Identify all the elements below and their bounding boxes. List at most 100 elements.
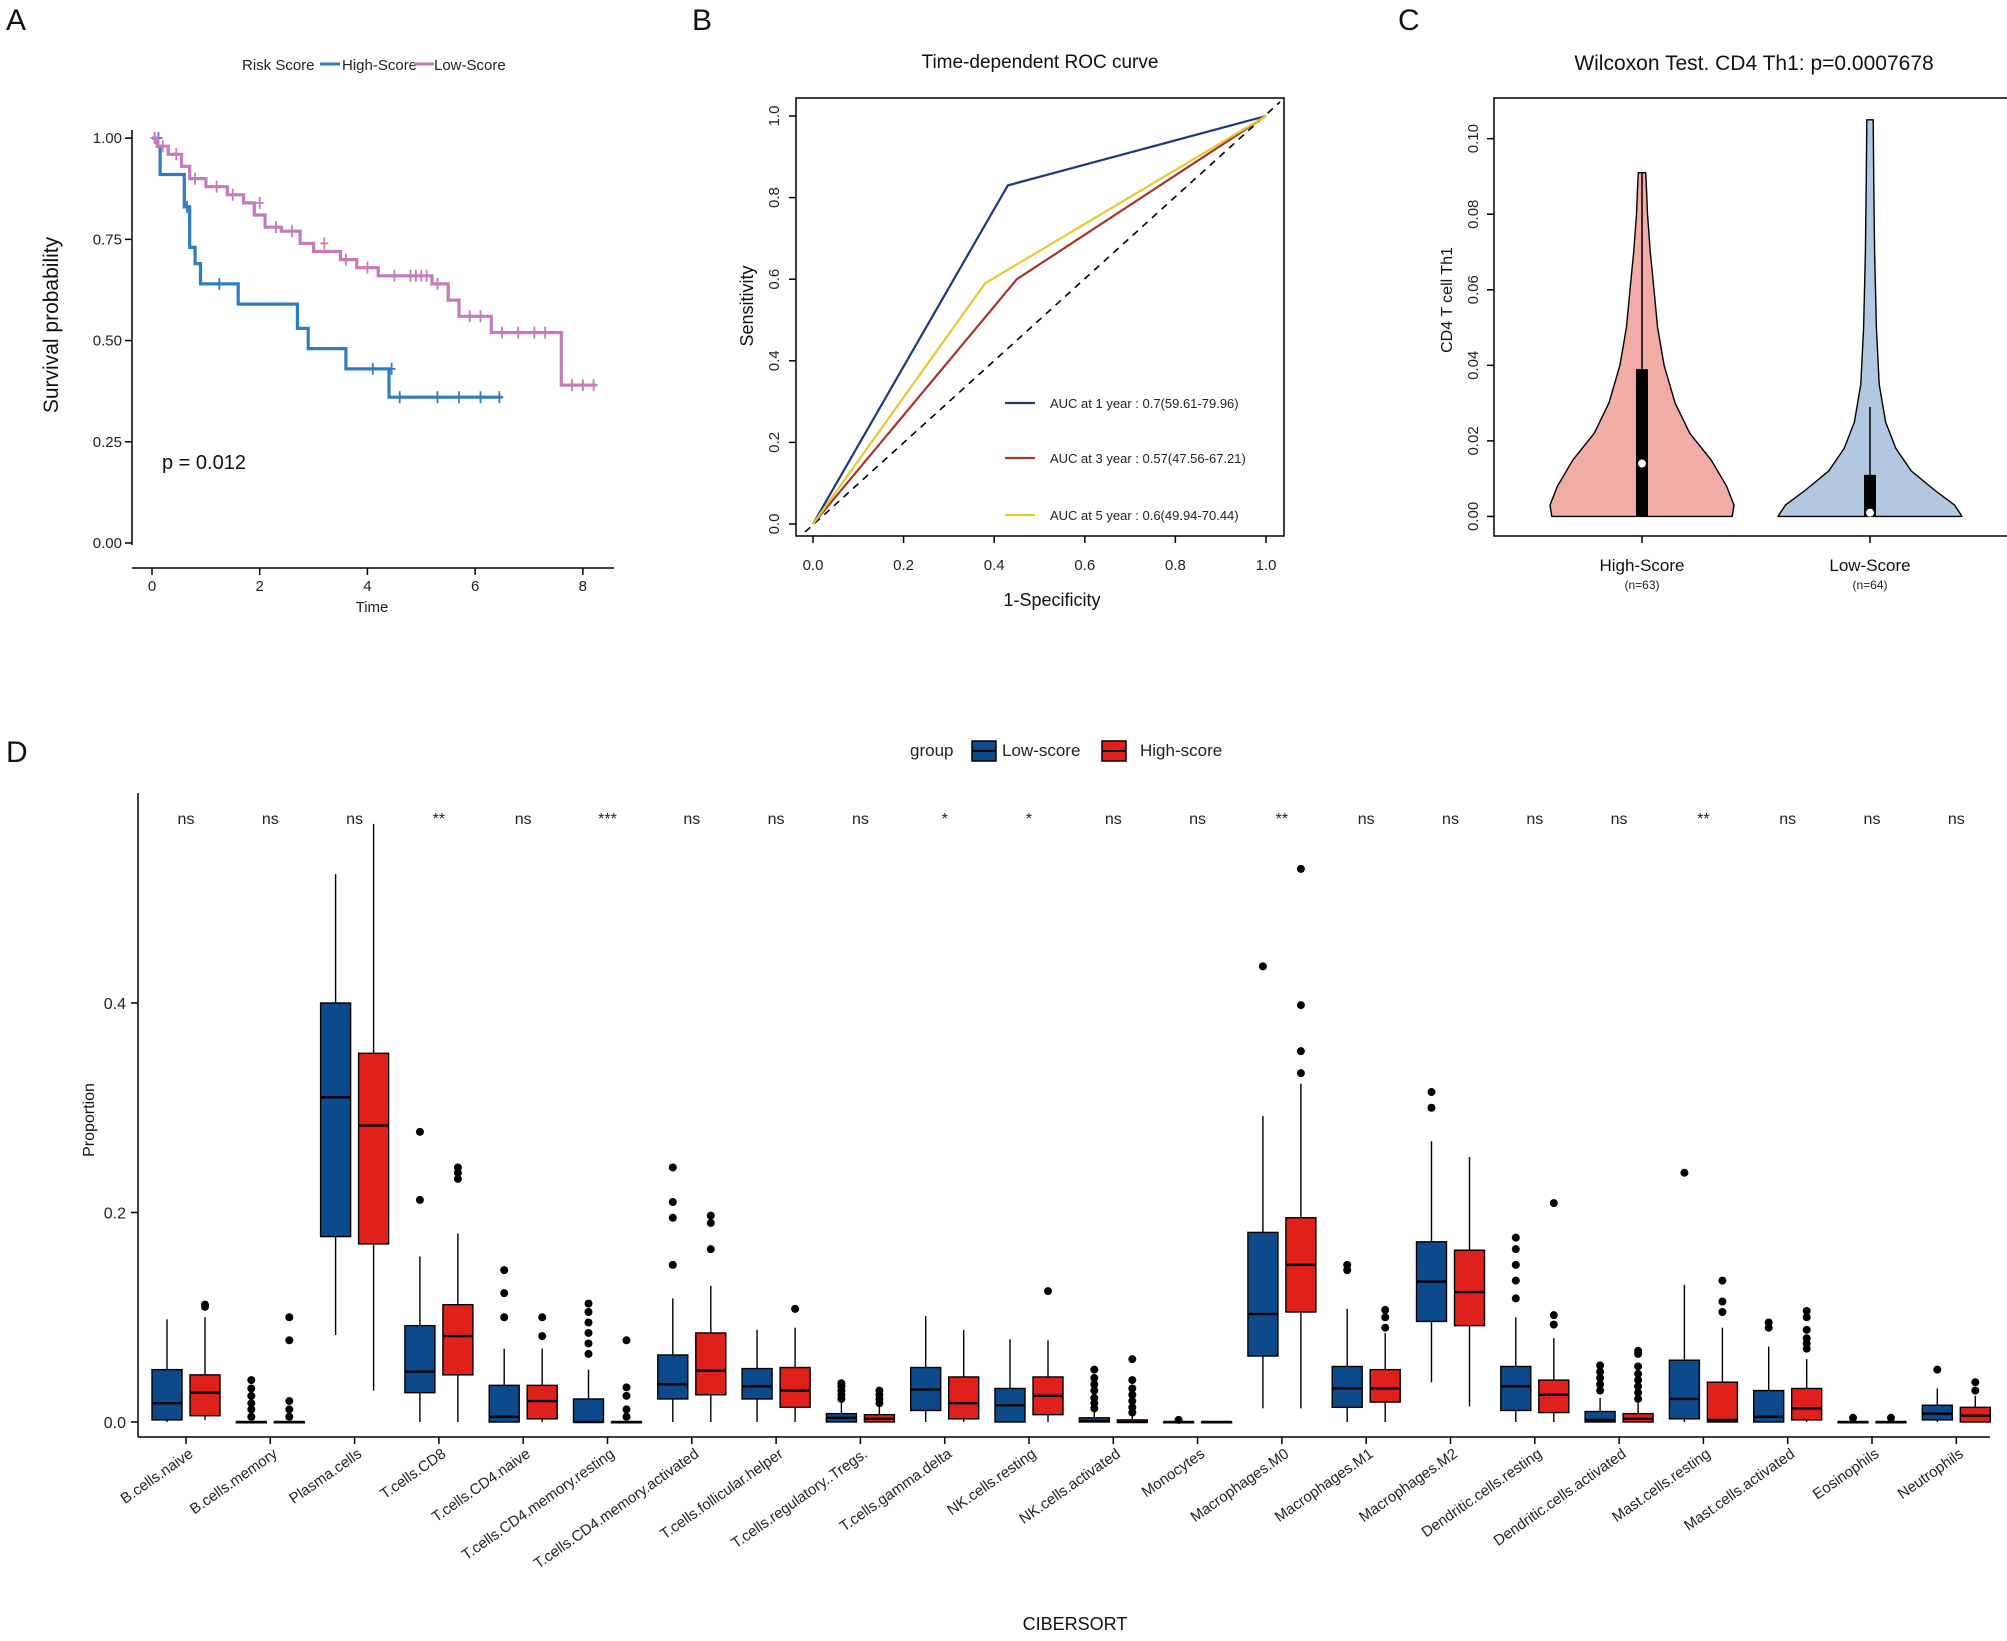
km-x-tick-label: 2 [256, 578, 264, 595]
box-y-tick-label: 0.2 [104, 1206, 126, 1223]
box-significance-label: ns [768, 811, 785, 828]
box-significance-label: ns [262, 811, 279, 828]
box-outlier [584, 1299, 593, 1308]
box-outlier [622, 1336, 631, 1345]
box-significance-label: * [942, 811, 948, 828]
box-high [1538, 1379, 1570, 1414]
box-significance-label: ns [1358, 811, 1375, 828]
box-significance-label: ns [1611, 811, 1628, 828]
box-outlier [285, 1313, 294, 1322]
box-significance-label: ns [1526, 811, 1543, 828]
box-outlier [706, 1218, 715, 1227]
box-high [442, 1303, 474, 1376]
km-censor-mark [368, 362, 377, 375]
violin-iqr-box [1864, 474, 1876, 517]
box-significance-label: ** [1276, 811, 1288, 828]
box-outlier [1258, 962, 1267, 971]
km-p-value: p = 0.012 [162, 452, 246, 474]
box-category-label: B.cells.memory [187, 1445, 281, 1518]
box-outlier [584, 1339, 593, 1348]
km-censor-mark [212, 180, 221, 193]
km-y-tick-label: 0.75 [93, 231, 122, 248]
km-censor-mark [589, 379, 598, 392]
box-outlier [1090, 1365, 1099, 1374]
box-outlier [500, 1266, 509, 1275]
panel-label-d: D [6, 736, 28, 769]
km-censor-mark [476, 391, 485, 404]
violin-y-tick-label: 0.06 [1465, 275, 1482, 304]
box-y-label: Proportion [81, 1083, 98, 1157]
box-high [948, 1376, 980, 1420]
box-outlier [584, 1328, 593, 1337]
roc-x-label: 1-Specificity [1003, 590, 1100, 610]
box-outlier [1427, 1103, 1436, 1112]
roc-legend-label: AUC at 5 year : 0.6(49.94-70.44) [1050, 508, 1239, 523]
km-censor-mark [255, 196, 264, 209]
roc-y-tick-label: 1.0 [766, 106, 783, 127]
roc-curve-5-year [812, 115, 1267, 525]
box-outlier [1802, 1306, 1811, 1315]
km-censor-mark [150, 132, 159, 145]
panel-label-c: C [1398, 4, 1420, 37]
box-outlier [1044, 1287, 1052, 1296]
box-outlier [584, 1308, 593, 1317]
violin-title: Wilcoxon Test. CD4 Th1: p=0.0007678 [1574, 52, 1933, 75]
box-outlier [1128, 1376, 1137, 1385]
km-censor-mark [288, 225, 297, 238]
box-outlier [1381, 1323, 1390, 1332]
km-curve-low-score [152, 136, 597, 387]
box-low [741, 1367, 773, 1400]
km-x-tick-label: 8 [579, 578, 587, 595]
box-low [404, 1324, 436, 1394]
km-censor-mark [578, 379, 587, 392]
box-significance-label: ns [1864, 811, 1881, 828]
box-outlier [1128, 1384, 1137, 1393]
km-x-label: Time [356, 599, 389, 616]
box-outlier [500, 1289, 509, 1298]
roc-x-tick-label: 0.6 [1074, 557, 1095, 574]
box-low [657, 1354, 689, 1400]
box-low [319, 1002, 352, 1238]
km-x-tick-label: 6 [471, 578, 479, 595]
box-outlier [1802, 1313, 1811, 1322]
km-censor-mark [498, 326, 507, 339]
violin-y-tick-label: 0.10 [1465, 124, 1482, 153]
km-plot-panel: Risk Score High-Score Low-Score 0 2 4 6 8 0.0… [40, 57, 614, 616]
box-outlier [1296, 864, 1305, 873]
box-outlier [1511, 1260, 1520, 1269]
box-significance-label: ns [178, 811, 195, 828]
roc-x-tick-label: 0.2 [893, 557, 914, 574]
box-high [779, 1366, 811, 1409]
box-outlier [1634, 1382, 1643, 1391]
box-significance-label: ns [515, 811, 532, 828]
box-low [1584, 1410, 1616, 1423]
violin-plot-frame [1493, 97, 2007, 537]
km-y-label: Survival probability [40, 236, 63, 413]
box-legend-label-low: Low-score [1002, 741, 1080, 760]
km-censor-mark [172, 148, 181, 161]
box-category-label: Neutrophils [1895, 1445, 1967, 1502]
box-outlier [1718, 1308, 1727, 1317]
box-category-label: B.cells.naive [118, 1445, 197, 1507]
box-outlier [1718, 1297, 1727, 1306]
box-high [1706, 1381, 1739, 1423]
box-outlier [1511, 1233, 1520, 1242]
violin-y-tick-label: 0.02 [1465, 426, 1482, 455]
box-high [695, 1332, 727, 1396]
km-censor-mark [530, 326, 539, 339]
roc-legend-label: AUC at 1 year : 0.7(59.61-79.96) [1050, 396, 1239, 411]
box-outlier [1596, 1361, 1605, 1370]
box-outlier [1128, 1403, 1137, 1412]
box-outlier [1596, 1380, 1605, 1389]
box-outlier [1680, 1168, 1689, 1177]
panel-label-a: A [6, 4, 26, 37]
km-censor-mark [433, 391, 442, 404]
box-outlier [285, 1397, 294, 1406]
box-outlier [706, 1245, 715, 1254]
roc-y-tick-label: 0.0 [766, 514, 783, 535]
box-outlier [1549, 1320, 1558, 1329]
km-censor-mark [454, 391, 463, 404]
box-outlier [584, 1318, 593, 1327]
box-significance-label: ns [1779, 811, 1796, 828]
box-outlier [415, 1127, 424, 1136]
